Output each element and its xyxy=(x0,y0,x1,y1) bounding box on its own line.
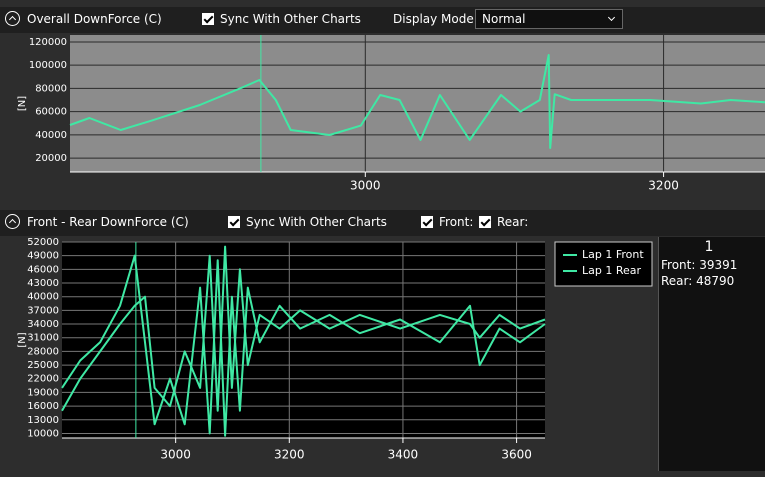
panel-header: Front - Rear DownForce (C) Sync With Oth… xyxy=(0,210,765,236)
plot-area xyxy=(62,242,545,438)
checkbox[interactable] xyxy=(228,216,240,228)
y-tick-label: 31000 xyxy=(27,333,59,344)
collapse-button[interactable] xyxy=(5,11,20,26)
dropdown-value: Normal xyxy=(482,12,526,26)
panel-title: Front - Rear DownForce (C) xyxy=(27,215,189,229)
y-tick-label: 19000 xyxy=(27,387,59,398)
x-tick-label: 3000 xyxy=(160,448,191,462)
y-tick-label: 37000 xyxy=(27,305,59,316)
checkbox-label: Sync With Other Charts xyxy=(246,215,387,229)
front-value: Front: 39391 xyxy=(661,258,738,272)
x-tick-label: 3000 xyxy=(350,179,381,193)
y-axis-label: [N] xyxy=(17,96,28,111)
series-line xyxy=(69,54,765,149)
y-tick-label: 34000 xyxy=(27,319,59,330)
x-tick-label: 3400 xyxy=(388,448,419,462)
chart: 10000 13000 16000 19000 22000 25000 28000 31000… xyxy=(17,237,653,462)
chart: 20000 40000 60000 80000 100000 120000 3000 3200… xyxy=(17,35,765,193)
panel-title: Overall DownForce (C) xyxy=(27,12,162,26)
y-tick-label: 52000 xyxy=(27,237,59,248)
series-line xyxy=(61,254,546,437)
checkbox[interactable] xyxy=(202,13,214,25)
x-tick-label: 3200 xyxy=(274,448,305,462)
y-tick-label: 16000 xyxy=(27,401,59,412)
checkbox-label: Sync With Other Charts xyxy=(220,12,361,26)
legend-label: Lap 1 Rear xyxy=(582,264,642,277)
y-tick-label: 20000 xyxy=(35,153,67,164)
legend-label: Lap 1 Front xyxy=(582,248,644,261)
legend-box xyxy=(554,241,653,287)
label: Display Mode: xyxy=(393,12,478,26)
y-tick-label: 60000 xyxy=(35,107,67,118)
y-tick-label: 10000 xyxy=(27,428,59,439)
y-tick-label: 46000 xyxy=(27,264,59,275)
y-tick-label: 40000 xyxy=(27,292,59,303)
y-tick-label: 28000 xyxy=(27,346,59,357)
y-tick-label: 120000 xyxy=(29,37,67,48)
dropdown[interactable]: Normal xyxy=(475,9,623,29)
checkbox[interactable] xyxy=(479,216,491,228)
checkbox-label: Front: xyxy=(439,215,474,229)
y-tick-label: 43000 xyxy=(27,278,59,289)
y-tick-label: 80000 xyxy=(35,83,67,94)
lap-number: 1 xyxy=(704,239,714,255)
x-tick-label: 3200 xyxy=(648,179,679,193)
y-axis-label: [N] xyxy=(17,332,28,347)
x-tick-label: 3600 xyxy=(501,448,532,462)
y-tick-label: 40000 xyxy=(35,130,67,141)
y-tick-label: 49000 xyxy=(27,251,59,262)
checkbox[interactable] xyxy=(421,216,433,228)
readout-panel: 1 Front: 39391 Rear: 48790 xyxy=(658,237,765,471)
y-tick-label: 25000 xyxy=(27,360,59,371)
y-tick-label: 22000 xyxy=(27,374,59,385)
y-tick-label: 100000 xyxy=(29,60,67,71)
panel-header: Overall DownForce (C) Sync With Other Ch… xyxy=(0,7,765,33)
plot-area xyxy=(70,35,765,172)
collapse-button[interactable] xyxy=(5,214,20,229)
checkbox-label: Rear: xyxy=(497,215,529,229)
y-tick-label: 13000 xyxy=(27,415,59,426)
series-line xyxy=(61,245,546,412)
rear-value: Rear: 48790 xyxy=(661,274,735,288)
